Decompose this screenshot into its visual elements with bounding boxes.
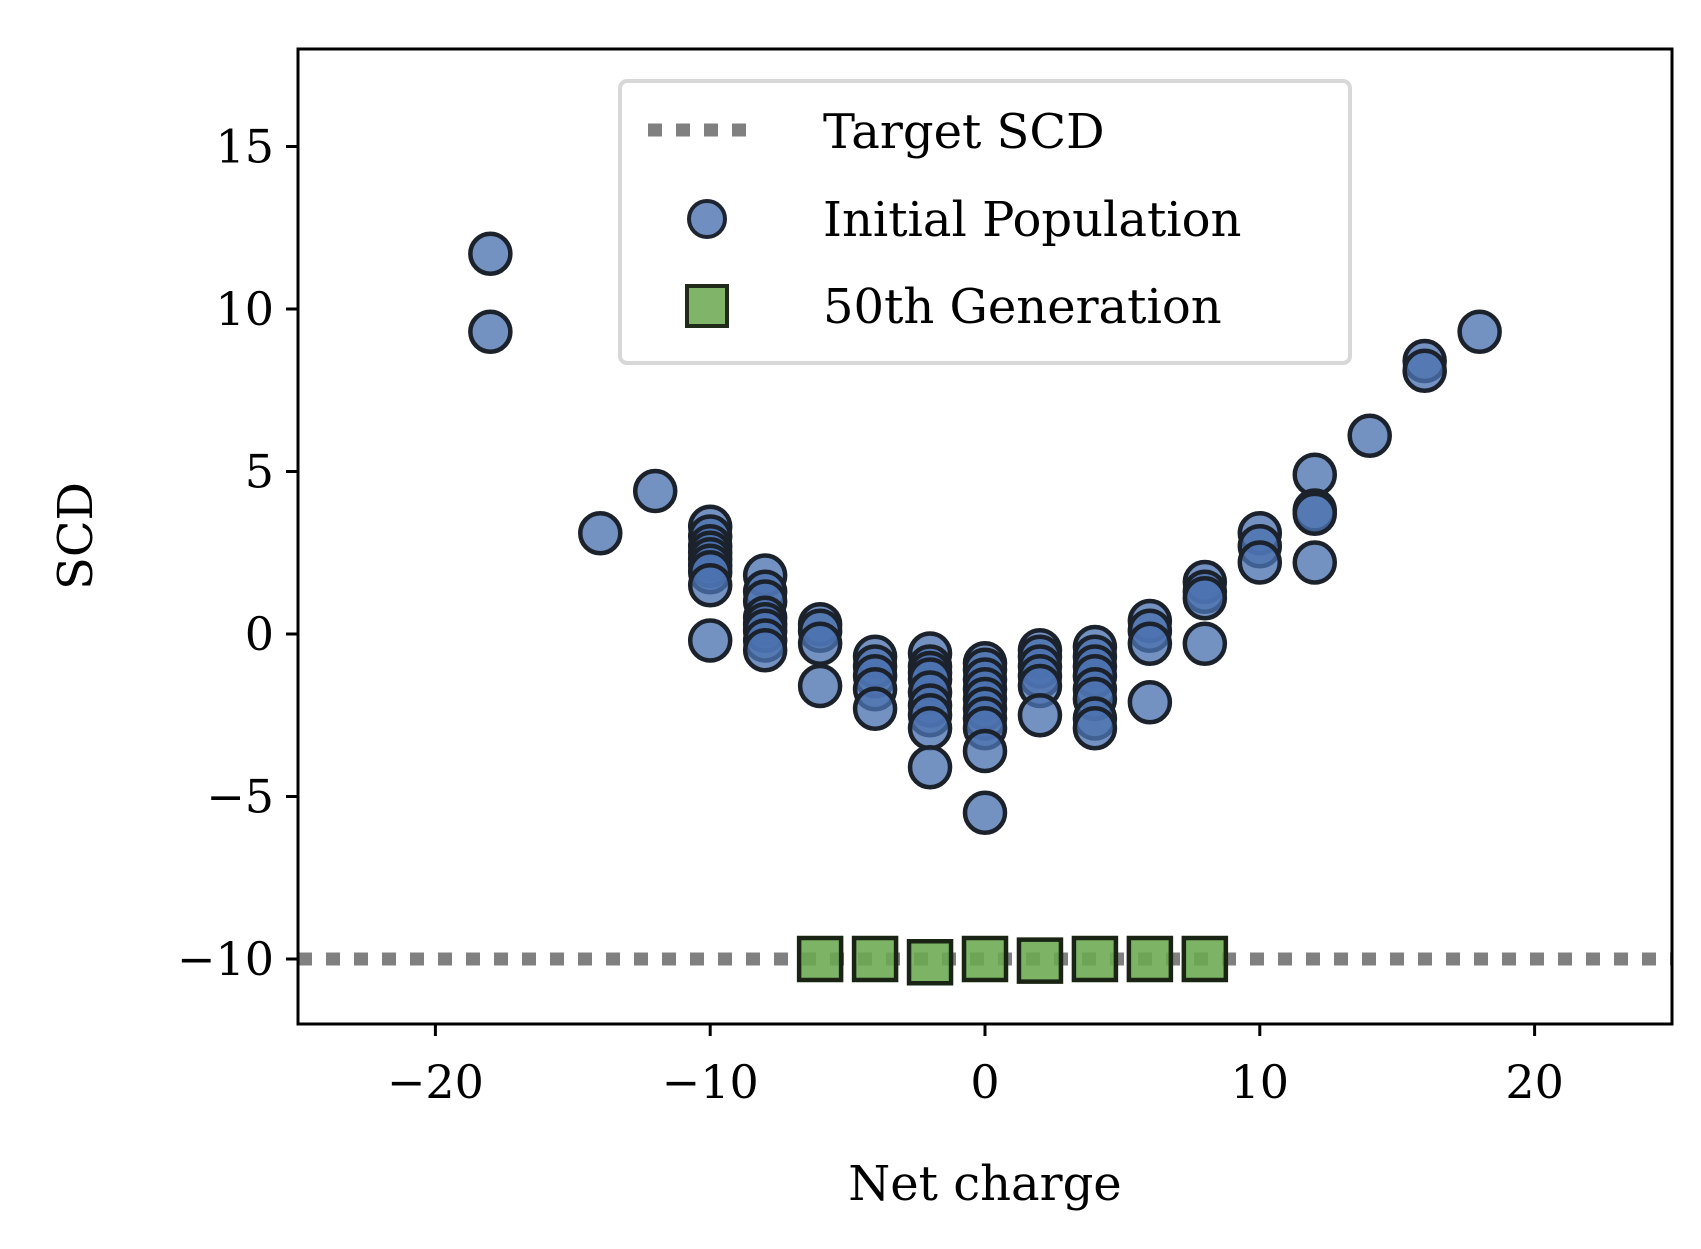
initial-population-point xyxy=(632,468,678,514)
initial-population-point xyxy=(468,231,513,276)
x-tick-label: 10 xyxy=(1231,1055,1290,1109)
legend-label-target-scd: Target SCD xyxy=(823,104,1105,160)
initial-population-point xyxy=(1182,576,1228,621)
y-axis-label: SCD xyxy=(48,482,104,590)
x-tick-label: 20 xyxy=(1505,1055,1564,1109)
initial-population-point xyxy=(742,628,788,673)
initial-population-point xyxy=(962,728,1008,774)
initial-population-point xyxy=(907,745,953,790)
50th-generation-point xyxy=(851,935,899,983)
x-tick-label: −20 xyxy=(387,1055,484,1109)
initial-population-point xyxy=(468,309,513,354)
initial-population-point xyxy=(1072,706,1118,751)
50th-generation-point xyxy=(1016,937,1064,984)
initial-population-point xyxy=(1347,413,1392,458)
initial-population-point xyxy=(1457,309,1502,354)
legend: Target SCD Initial Population 50th Gener… xyxy=(618,79,1352,365)
50th-generation-point xyxy=(1071,935,1119,983)
x-tick-label: 0 xyxy=(970,1055,999,1109)
initial-population-point xyxy=(907,706,953,751)
series-50th-generation xyxy=(796,935,1229,986)
50th-generation-point xyxy=(961,935,1009,983)
x-axis-label: Net charge xyxy=(848,1156,1121,1212)
50th-generation-point xyxy=(1126,935,1174,983)
y-tick-label: −10 xyxy=(177,932,274,986)
legend-label-initial-population: Initial Population xyxy=(823,192,1241,248)
50th-generation-point xyxy=(796,935,844,983)
legend-square-swatch xyxy=(685,284,729,328)
initial-population-point xyxy=(1237,540,1283,585)
y-tick-label: 5 xyxy=(245,445,274,499)
initial-population-point xyxy=(687,563,733,608)
initial-population-point xyxy=(1127,680,1173,725)
y-tick-label: 0 xyxy=(245,607,274,661)
x-tick-label: −10 xyxy=(662,1055,759,1109)
50th-generation-point xyxy=(1181,935,1229,983)
initial-population-point xyxy=(1292,491,1338,536)
initial-population-point xyxy=(1127,621,1173,666)
initial-population-point xyxy=(797,621,843,666)
legend-label-50th-generation: 50th Generation xyxy=(823,279,1222,335)
initial-population-point xyxy=(852,686,898,731)
initial-population-point xyxy=(687,618,733,663)
initial-population-point xyxy=(1182,621,1228,666)
initial-population-point xyxy=(1402,348,1447,393)
initial-population-point xyxy=(1292,540,1338,585)
legend-box xyxy=(618,79,1352,365)
50th-generation-point xyxy=(906,939,954,986)
legend-circle-swatch xyxy=(687,199,727,239)
y-tick-label: 10 xyxy=(215,282,274,336)
initial-population-point xyxy=(578,511,623,556)
initial-population-point xyxy=(962,790,1008,835)
series-initial-population xyxy=(468,231,1502,835)
y-tick-label: 15 xyxy=(215,120,274,174)
y-tick-label: −5 xyxy=(206,770,274,824)
initial-population-point xyxy=(797,663,843,709)
initial-population-point xyxy=(1017,693,1063,738)
